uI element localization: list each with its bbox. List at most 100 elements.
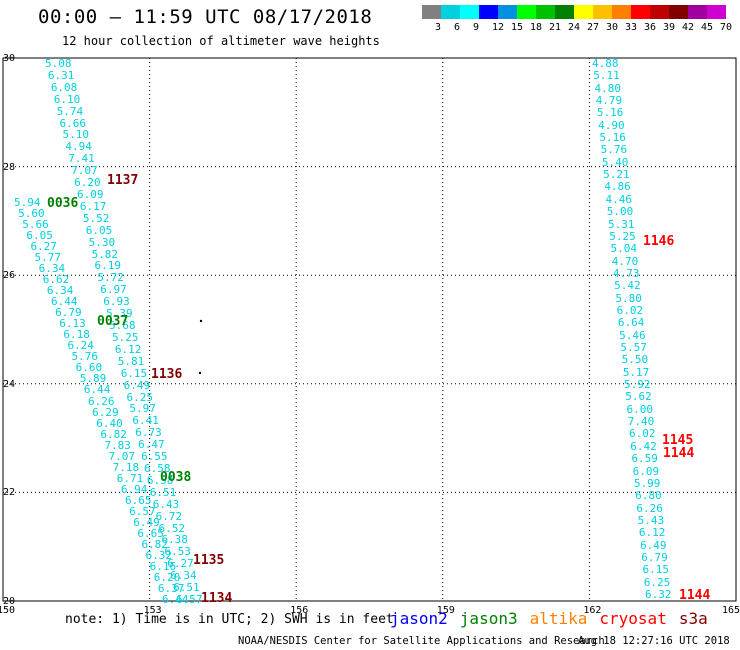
wave-height-value: 5.04 [610, 242, 637, 256]
wave-height-value: 5.89 [79, 372, 107, 386]
wave-height-value: 6.65 [125, 493, 152, 507]
wave-height-value: 6.15 [642, 563, 670, 577]
wave-height-value: 6.60 [75, 361, 103, 375]
wave-height-value: 6.10 [53, 92, 81, 106]
wave-height-value: 6.31 [47, 68, 75, 82]
wave-height-value: 6.19 [94, 259, 121, 273]
legend-swatch [593, 5, 612, 19]
wave-height-value: 4.70 [611, 254, 639, 268]
wave-height-value: 6.15 [120, 366, 148, 380]
legend-label: 18 [530, 22, 543, 33]
wave-height-value: 6.13 [59, 317, 86, 331]
legend-label: 30 [606, 22, 619, 33]
legend-swatch [422, 5, 441, 19]
pass-time-label: 1134 [201, 591, 233, 606]
footer-credit: NOAA/NESDIS Center for Satellite Applica… [238, 635, 605, 647]
legend-swatch [631, 5, 650, 19]
wave-height-value: 6.32 [645, 588, 672, 601]
wave-height-value: 6.94 [120, 482, 148, 496]
legend-swatch [460, 5, 479, 19]
wave-height-value: 4.73 [612, 266, 640, 280]
wave-height-value: 6.59 [631, 452, 658, 466]
wave-height-value: 5.94 [14, 196, 41, 209]
wave-height-value: 6.24 [67, 339, 94, 353]
wave-height-value: 6.97 [100, 283, 127, 297]
wave-height-value: 4.79 [595, 94, 623, 108]
pass-time-label: 1136 [151, 367, 183, 382]
legend-swatch [498, 5, 517, 19]
wave-height-value: 4.80 [594, 81, 621, 95]
legend-swatch [650, 5, 669, 19]
wave-height-value: 6.41 [132, 414, 159, 428]
wave-height-value: 6.43 [152, 497, 180, 511]
land-dot [198, 371, 202, 375]
wave-height-value: 5.10 [62, 128, 89, 142]
legend-swatch [726, 5, 740, 19]
mission-altika: altika [529, 609, 588, 628]
wave-height-value: 5.72 [97, 271, 124, 285]
wave-height-value: 6.72 [155, 509, 183, 523]
wave-height-value: 5.40 [601, 155, 629, 169]
lon-tick-label: 150 [0, 605, 16, 616]
wave-height-value: 5.76 [71, 350, 99, 364]
wave-height-value: 7.83 [104, 438, 131, 452]
wave-height-value: 6.57 [176, 593, 203, 606]
lon-tick-label: 165 [722, 605, 740, 616]
wave-height-value: 5.57 [620, 341, 647, 355]
wave-height-value: 6.57 [129, 504, 156, 518]
wave-height-value: 5.42 [614, 279, 641, 293]
wave-height-value: 6.52 [158, 521, 186, 535]
wave-height-value: 5.97 [129, 402, 156, 416]
legend-label: 12 [492, 22, 505, 33]
wave-height-value: 4.46 [605, 192, 633, 206]
wave-height-value: 5.68 [109, 319, 136, 333]
wave-height-value: 5.16 [599, 131, 626, 145]
wave-height-value: 5.21 [603, 168, 630, 182]
wave-height-value: 6.27 [167, 557, 194, 571]
legend-label: 45 [701, 22, 714, 33]
wave-height-value: 5.74 [56, 104, 84, 118]
wave-height-value: 6.17 [79, 199, 107, 213]
wave-height-value: 6.20 [153, 570, 181, 584]
wave-height-value: 6.82 [100, 427, 127, 441]
wave-height-value: 5.76 [600, 143, 628, 157]
mission-jason2: jason2 [390, 609, 448, 628]
wave-height-value: 5.43 [637, 513, 665, 527]
legend-swatch [555, 5, 574, 19]
wave-height-value: 6.34 [38, 262, 66, 276]
pass-time-label: 0038 [160, 470, 192, 485]
lon-tick-label: 156 [290, 605, 309, 616]
wave-height-value: 6.44 [51, 295, 78, 309]
legend-swatch [612, 5, 631, 19]
wave-height-value: 5.08 [45, 57, 72, 70]
wave-height-value: 6.05 [26, 229, 53, 243]
wave-height-value: 6.79 [55, 306, 82, 320]
pass-time-label: 1145 [662, 433, 694, 448]
wave-height-value: 5.39 [106, 307, 133, 321]
land-dot [199, 319, 203, 323]
wave-height-value: 6.38 [161, 533, 188, 547]
legend-label: 39 [663, 22, 676, 33]
wave-height-value: 6.51 [149, 485, 177, 499]
wave-height-value: 4.86 [604, 180, 631, 194]
wave-height-value: 5.82 [91, 247, 119, 261]
legend-swatch [574, 5, 593, 19]
legend-swatch [707, 5, 726, 19]
legend-label: 9 [473, 22, 480, 33]
mission-s3a: s3a [678, 609, 708, 628]
wave-height-value: 6.25 [126, 390, 154, 404]
wave-height-value: 6.93 [103, 295, 130, 309]
mission-cryosat: cryosat [599, 609, 667, 628]
legend-swatch [517, 5, 536, 19]
wave-height-value: 6.26 [88, 394, 115, 408]
wave-height-value: 7.18 [112, 460, 140, 474]
wave-height-value: 6.32 [145, 548, 173, 562]
lat-tick-label: 24 [3, 378, 16, 390]
wave-height-value: 5.80 [615, 291, 642, 305]
wave-height-value: 6.02 [628, 427, 656, 441]
wave-height-value: 6.58 [146, 473, 174, 487]
wave-height-value: 6.25 [643, 575, 671, 589]
wave-height-value: 7.41 [68, 152, 95, 166]
legend-label: 36 [644, 22, 657, 33]
